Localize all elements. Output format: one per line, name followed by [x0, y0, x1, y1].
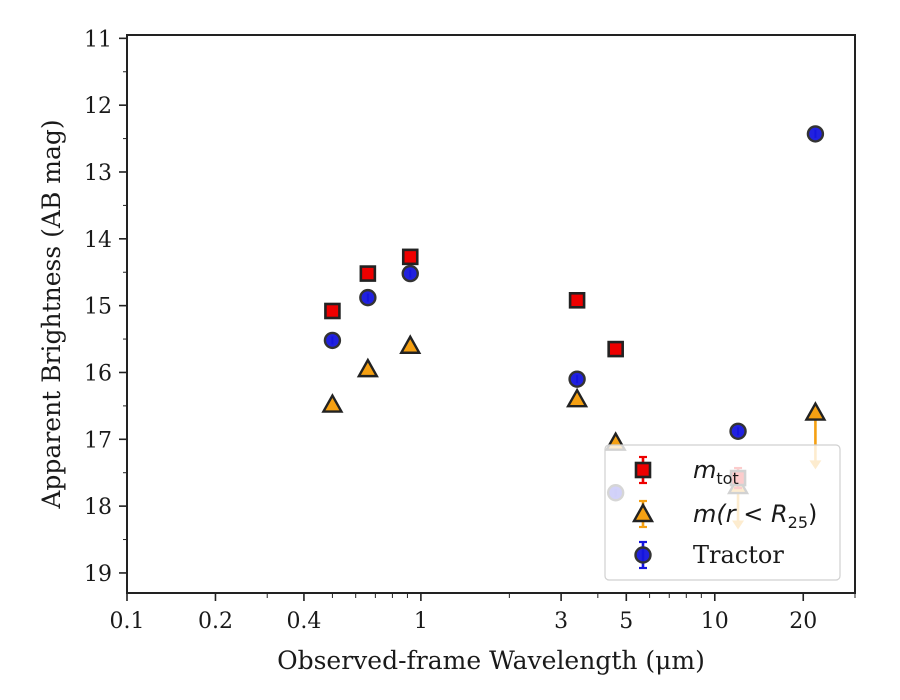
data-point: [356, 357, 379, 378]
legend-marker-circle: [634, 546, 652, 564]
y-tick-label: 11: [84, 27, 112, 52]
legend-marker-square: [634, 461, 652, 479]
legend-label-mtot: mtot: [693, 456, 739, 488]
data-point: [804, 401, 827, 421]
y-tick-label: 17: [84, 428, 112, 453]
y-tick-label: 13: [84, 161, 112, 186]
legend-label-mr: m(r < R25): [693, 500, 817, 532]
y-axis-label: Apparent Brightness (AB mag): [37, 119, 66, 509]
data-point: [399, 334, 422, 354]
y-tick-label: 14: [84, 228, 112, 253]
legend-marker-triangle: [631, 502, 655, 523]
legend: mtot m(r < R25) Tractor: [604, 444, 841, 581]
x-tick-label: 10: [701, 609, 729, 634]
series-circle: [323, 125, 825, 502]
x-tick-label: 5: [619, 609, 633, 634]
x-tick-label: 0.2: [198, 609, 233, 634]
data-point: [321, 393, 344, 413]
y-tick-label: 15: [84, 295, 112, 320]
x-tick-label: 1: [414, 609, 428, 634]
plot-frame: [126, 34, 856, 594]
x-tick-label: 20: [789, 609, 817, 634]
data-point: [566, 387, 589, 408]
y-tick-label: 12: [84, 94, 112, 119]
y-tick-label: 19: [84, 562, 112, 587]
legend-label-tractor: Tractor: [693, 541, 784, 569]
y-tick-label: 18: [84, 495, 112, 520]
legend-box: [604, 444, 841, 581]
y-tick-label: 16: [84, 361, 112, 386]
x-tick-label: 0.1: [110, 609, 145, 634]
x-axis-label: Observed-frame Wavelength (μm): [277, 646, 705, 675]
x-tick-label: 3: [554, 609, 568, 634]
x-tick-label: 0.4: [286, 609, 321, 634]
